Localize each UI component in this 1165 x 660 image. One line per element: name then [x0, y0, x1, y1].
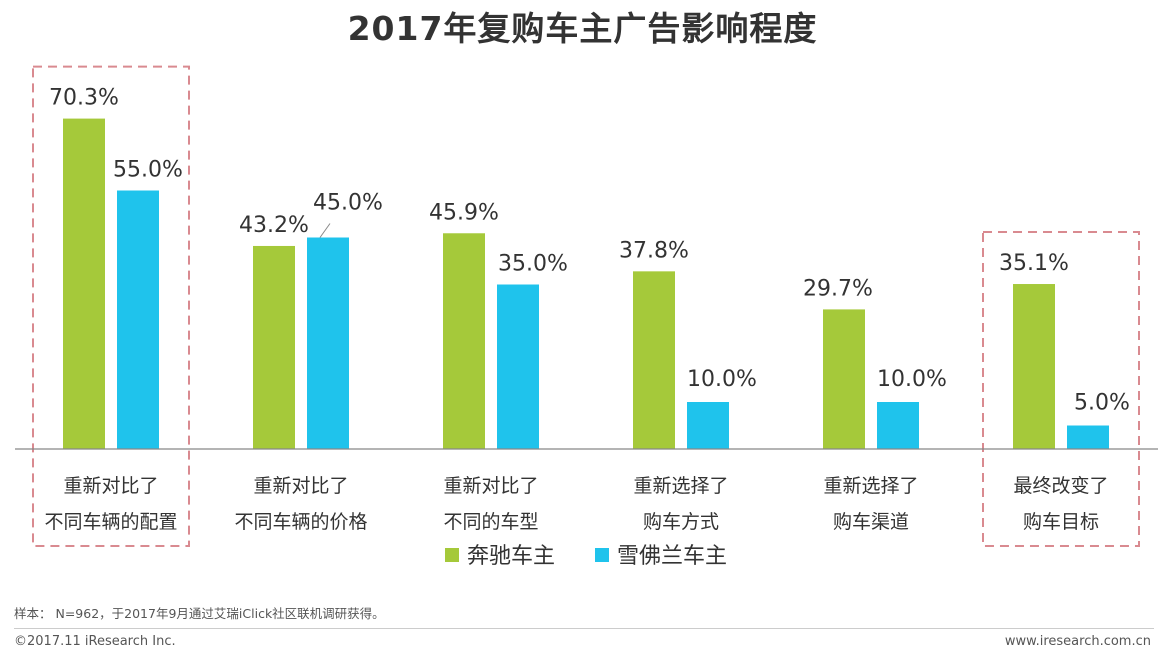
category-label: 重新对比了 — [253, 475, 348, 497]
category-label: 重新对比了 — [63, 475, 158, 497]
value-label: 55.0% — [113, 158, 183, 183]
bar-benz — [63, 118, 105, 449]
category-label: 购车目标 — [1023, 511, 1099, 533]
category-label: 重新对比了 — [443, 475, 538, 497]
website-url: www.iresearch.com.cn — [1004, 634, 1151, 649]
value-label: 35.0% — [498, 252, 568, 277]
legend-label: 雪佛兰车主 — [617, 544, 727, 569]
value-label: 70.3% — [49, 86, 119, 111]
bar-benz — [1013, 284, 1055, 449]
bar-chevrolet — [1067, 425, 1109, 449]
copyright-text: ©2017.11 iResearch Inc. — [14, 634, 176, 649]
value-label: 45.9% — [429, 200, 499, 225]
bar-chevrolet — [497, 284, 539, 449]
category-label: 不同的车型 — [443, 511, 538, 533]
bar-chart: 70.3% 43.2% 45.9% 37.8% 29.7% 35.1% 55.0% 45.0%… — [15, 65, 1158, 569]
sample-note: 样本： N=962，于2017年9月通过艾瑞iClick社区联机调研获得。 — [14, 606, 385, 621]
bar-chevrolet — [117, 190, 159, 449]
legend-swatch — [445, 548, 459, 562]
bar-benz — [823, 309, 865, 449]
bar-chevrolet — [687, 402, 729, 449]
value-label: 35.1% — [999, 251, 1069, 276]
category-label: 不同车辆的配置 — [44, 511, 177, 533]
category-label: 最终改变了 — [1013, 475, 1108, 497]
chart-title: 2017年复购车主广告影响程度 — [347, 9, 818, 48]
bar-benz — [443, 233, 485, 449]
bar-chevrolet — [877, 402, 919, 449]
value-label: 10.0% — [687, 367, 757, 392]
category-label: 购车渠道 — [833, 511, 909, 533]
highlight-box — [32, 65, 190, 547]
highlight-box — [982, 231, 1140, 547]
value-label: 37.8% — [619, 238, 689, 263]
leader-line — [319, 223, 331, 238]
legend-label: 奔驰车主 — [467, 544, 555, 569]
value-label: 45.0% — [313, 191, 383, 216]
bar-chevrolet — [307, 237, 349, 449]
value-label: 5.0% — [1074, 391, 1130, 416]
bar-benz — [633, 271, 675, 449]
legend-swatch — [595, 548, 609, 562]
value-label: 43.2% — [239, 213, 309, 238]
category-label: 重新选择了 — [633, 475, 728, 497]
category-label: 购车方式 — [643, 511, 719, 533]
value-label: 29.7% — [803, 276, 873, 301]
category-label: 不同车辆的价格 — [234, 511, 367, 533]
value-label: 10.0% — [877, 367, 947, 392]
footer-divider — [14, 628, 1154, 629]
bar-benz — [253, 245, 295, 449]
category-label: 重新选择了 — [823, 475, 918, 497]
